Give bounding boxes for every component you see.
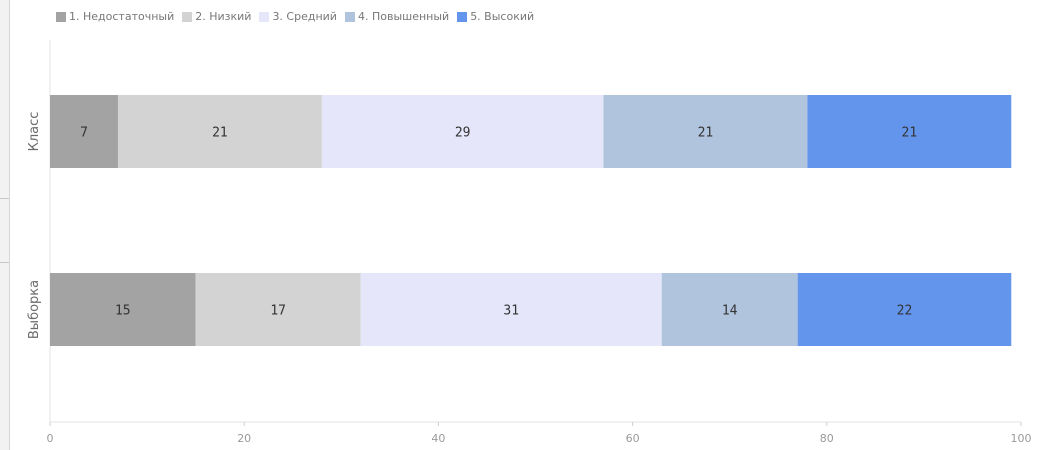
bar-value-label: 15: [115, 304, 131, 319]
bar-segment: [50, 273, 196, 346]
edge-divider: [0, 262, 9, 263]
bar-value-label: 14: [722, 304, 738, 319]
legend-swatch: [344, 11, 355, 22]
edge-divider: [0, 198, 9, 199]
bar-segment: [321, 95, 604, 168]
bar-value-label: 17: [270, 304, 286, 319]
legend-item: 2. Низкий: [182, 10, 251, 23]
bar-value-label: 7: [80, 126, 88, 141]
chart-legend: 1. Недостаточный 2. Низкий 3. Средний 4. По…: [56, 10, 534, 23]
bar-value-label: 22: [897, 304, 913, 319]
x-tick-label: 20: [237, 432, 251, 445]
legend-label: 3. Средний: [272, 10, 337, 23]
x-tick-label: 0: [47, 432, 54, 445]
bar-segment: [117, 95, 322, 168]
legend-label: 5. Высокий: [470, 10, 535, 23]
legend-swatch: [56, 11, 66, 22]
legend-label: 1. Недостаточный: [69, 10, 175, 23]
legend-label: 4. Повышенный: [357, 10, 450, 23]
legend-swatch: [457, 11, 468, 22]
x-tick-label: 100: [1011, 432, 1032, 445]
bar-value-label: 21: [902, 126, 918, 141]
legend-swatch: [182, 11, 193, 22]
legend-swatch: [259, 11, 270, 22]
x-tick-label: 60: [626, 432, 640, 445]
legend-item: 4. Повышенный: [344, 10, 450, 23]
bar-segment: [807, 95, 1012, 168]
bar-segment: [50, 95, 118, 168]
legend-label: 2. Низкий: [195, 10, 252, 23]
legend-item: 5. Высокий: [457, 10, 534, 23]
legend-item: 3. Средний: [259, 10, 337, 23]
y-category-label: Выборка: [27, 280, 42, 339]
x-tick-label: 80: [820, 432, 834, 445]
bar-segment: [360, 273, 662, 346]
bar-value-label: 21: [212, 126, 228, 141]
legend-item: 1. Недостаточный: [56, 10, 174, 23]
bar-segment: [603, 95, 808, 168]
bar-segment: [661, 273, 798, 346]
window-left-edge: [0, 0, 10, 450]
y-category-label: Класс: [27, 112, 42, 152]
bar-segment: [797, 273, 1012, 346]
bar-value-label: 21: [698, 126, 714, 141]
bar-segment: [195, 273, 361, 346]
bar-value-label: 29: [455, 126, 471, 141]
x-tick-label: 40: [431, 432, 445, 445]
bar-value-label: 31: [503, 304, 519, 319]
